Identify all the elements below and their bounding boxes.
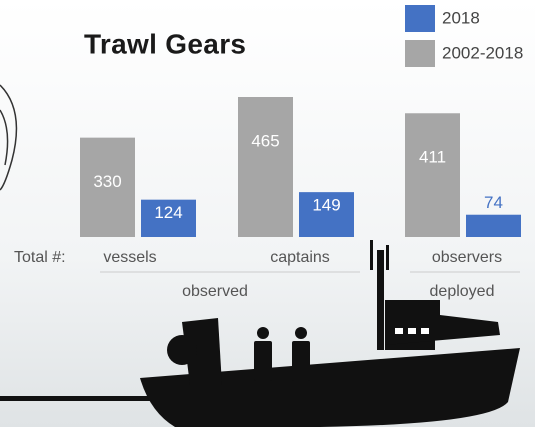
bar — [80, 137, 135, 237]
bar — [405, 113, 460, 237]
chart-title: Trawl Gears — [84, 28, 246, 59]
group-label: deployed — [430, 283, 495, 300]
tow-line — [0, 396, 150, 401]
bar — [299, 192, 354, 237]
legend-swatch — [405, 40, 435, 67]
value-label: 149 — [312, 196, 340, 215]
value-label: 124 — [154, 203, 182, 222]
crane — [182, 318, 222, 385]
person-head — [295, 327, 307, 339]
person-body — [254, 341, 272, 381]
mast — [377, 250, 384, 350]
antenna — [370, 240, 373, 270]
ship-windows — [395, 328, 429, 334]
x-tick-label: observers — [432, 249, 502, 266]
bar — [238, 97, 293, 237]
person-body — [292, 341, 310, 381]
net-outline — [0, 84, 18, 191]
group-label: observed — [182, 283, 248, 300]
legend-label: 2018 — [442, 8, 480, 27]
winch — [167, 335, 197, 365]
ship — [0, 240, 520, 427]
value-label: 465 — [251, 131, 279, 150]
value-label: 411 — [419, 148, 446, 167]
hull — [140, 348, 520, 427]
bar — [466, 214, 521, 237]
x-tick-label: captains — [270, 249, 330, 266]
x-tick-label: vessels — [103, 249, 156, 266]
total-label: Total #: — [14, 249, 66, 266]
value-label: 330 — [93, 172, 121, 191]
person-head — [257, 327, 269, 339]
value-label: 74 — [484, 193, 503, 212]
bar — [141, 199, 196, 237]
legend-swatch — [405, 5, 435, 32]
legend-label: 2002-2018 — [442, 43, 523, 62]
antenna — [386, 245, 389, 270]
